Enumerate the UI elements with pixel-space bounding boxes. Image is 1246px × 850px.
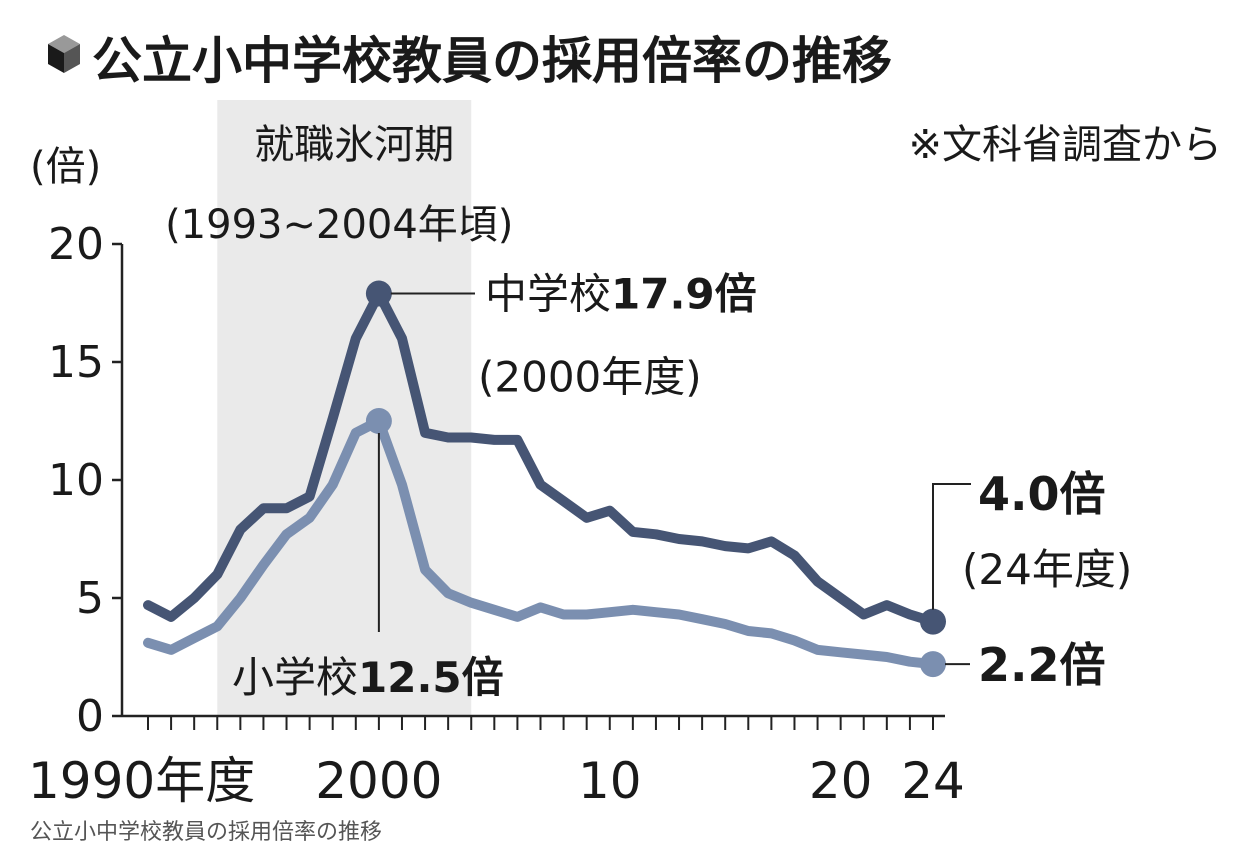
shade-label-title: 就職氷河期 bbox=[254, 122, 454, 168]
y-tick-label: 15 bbox=[48, 337, 104, 388]
annotation-junior-high-value: 17.9倍 bbox=[611, 270, 757, 319]
series-line-junior-high bbox=[143, 288, 938, 627]
x-tick-label: 2000 bbox=[315, 752, 442, 810]
annotation-elementary-name: 小学校 bbox=[232, 653, 358, 702]
annotation-junior-high-name: 中学校 bbox=[485, 270, 611, 319]
y-tick-label: 0 bbox=[76, 691, 104, 742]
annotation-junior-high-latest-year: (24年度) bbox=[962, 545, 1132, 594]
leader-line-junior-high-latest bbox=[932, 483, 971, 610]
x-tick-label: 1990年度 bbox=[28, 752, 255, 810]
employment-ice-age-region bbox=[217, 100, 472, 716]
y-axis-label: (倍) bbox=[30, 144, 101, 190]
data-point-elementary-2000 bbox=[365, 408, 392, 434]
annotation-elementary-value: 12.5倍 bbox=[358, 653, 504, 702]
y-tick-label: 10 bbox=[48, 455, 104, 506]
shade-label-period: (1993~2004年頃) bbox=[165, 202, 513, 248]
data-point-junior_high-2000 bbox=[365, 280, 392, 307]
annotation-junior-high-latest-value: 4.0倍 bbox=[978, 467, 1106, 521]
x-tick-label: 20 bbox=[809, 752, 873, 810]
source-note: ※文科省調査から bbox=[908, 122, 1222, 168]
title-icon bbox=[48, 35, 80, 73]
chart: 公立小中学校教員の採用倍率の推移 ※文科省調査から (倍) 就職氷河期 (199… bbox=[28, 32, 1222, 810]
caption: 公立小中学校教員の採用倍率の推移 bbox=[30, 820, 383, 845]
y-tick-label: 20 bbox=[48, 219, 104, 270]
data-point-junior_high-2024 bbox=[920, 608, 946, 635]
series-line-elementary bbox=[143, 416, 938, 670]
x-tick-label: 10 bbox=[578, 752, 642, 810]
x-tick-label: 24 bbox=[901, 752, 965, 810]
chart-title: 公立小中学校教員の採用倍率の推移 bbox=[92, 32, 892, 90]
data-point-elementary-2024 bbox=[920, 651, 946, 678]
y-tick-label: 5 bbox=[76, 573, 104, 624]
annotation-elementary-peak: 小学校12.5倍 bbox=[232, 653, 504, 702]
annotation-junior-high-year: (2000年度) bbox=[478, 353, 702, 402]
annotation-junior-high-peak: 中学校17.9倍 bbox=[485, 270, 757, 319]
annotation-elementary-latest-value: 2.2倍 bbox=[978, 638, 1106, 692]
